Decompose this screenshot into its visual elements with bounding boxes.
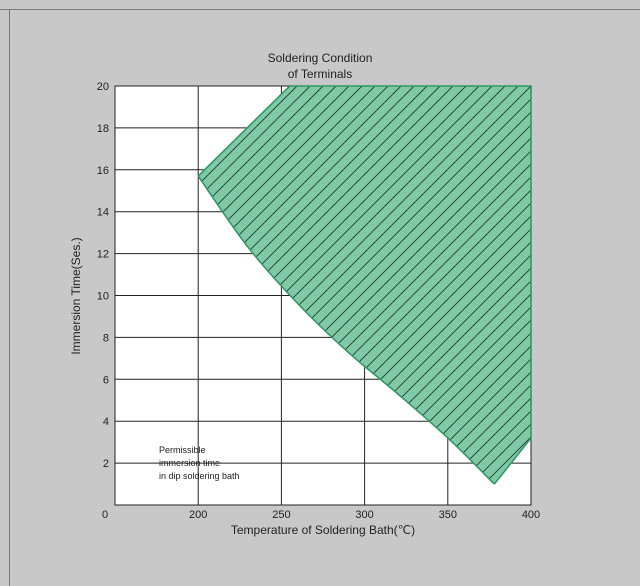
y-tick-label: 14 bbox=[97, 207, 109, 219]
hatch-line bbox=[198, 86, 337, 485]
y-tick-label: 18 bbox=[97, 123, 109, 135]
window-top-border bbox=[0, 0, 640, 10]
hatch-line bbox=[567, 86, 640, 505]
region-fill bbox=[198, 86, 531, 485]
chart-title-line-2: of Terminals bbox=[288, 67, 352, 81]
hatch-line bbox=[449, 86, 531, 485]
hatch-line bbox=[198, 86, 311, 485]
y-tick-label: 8 bbox=[103, 332, 109, 344]
hatch-line bbox=[198, 86, 389, 485]
hatch-line bbox=[198, 86, 350, 485]
hatch-line bbox=[541, 86, 640, 505]
x-tick-label: 200 bbox=[189, 509, 207, 521]
hatch-line bbox=[554, 86, 640, 505]
hatch-line bbox=[514, 86, 531, 485]
boundary-edge bbox=[197, 85, 532, 485]
y-tick-label: 10 bbox=[97, 291, 109, 303]
annotation-line-1: Permissible bbox=[159, 445, 206, 455]
x-axis-label: Temperature of Soldering Bath(℃) bbox=[231, 523, 415, 537]
hatch-line bbox=[198, 86, 531, 485]
hatch-line bbox=[198, 86, 363, 485]
boundary-curve bbox=[197, 175, 495, 485]
y-tick-label: 16 bbox=[97, 165, 109, 177]
x-tick-label: 350 bbox=[439, 509, 457, 521]
hatch-line bbox=[198, 86, 506, 485]
y-tick-label: 20 bbox=[97, 81, 109, 93]
y-tick-label: 6 bbox=[103, 374, 109, 386]
hatch-line bbox=[198, 86, 519, 485]
annotation-line-3: in dip soldering bath bbox=[159, 471, 240, 481]
y-tick-label: 4 bbox=[103, 416, 109, 428]
hatch-line bbox=[198, 86, 376, 485]
x-tick-label: 400 bbox=[522, 509, 540, 521]
window-left-border bbox=[9, 9, 10, 586]
chart-title-line-1: Soldering Condition bbox=[268, 51, 373, 65]
hatch-line bbox=[423, 86, 531, 485]
y-tick-label: 12 bbox=[97, 249, 109, 261]
annotation-line-2: immersion time bbox=[159, 458, 220, 468]
x-tick-label: 250 bbox=[272, 509, 290, 521]
hatch-line bbox=[384, 86, 531, 485]
hatch-line bbox=[397, 86, 531, 485]
hatch-line bbox=[198, 86, 324, 485]
hatch-line bbox=[436, 86, 531, 485]
hatch-line bbox=[527, 86, 531, 485]
hatch-line bbox=[198, 86, 298, 485]
hatch-line bbox=[198, 86, 402, 485]
axis-ticks: 0 200 250 300 350 400 2 4 6 8 10 12 14 16 18 20 bbox=[97, 81, 540, 521]
y-tick-label: 2 bbox=[103, 458, 109, 470]
y-axis-label: Immersion Time(Ses.) bbox=[69, 237, 83, 354]
hatch-line bbox=[198, 86, 531, 485]
x-tick-label: 0 bbox=[102, 509, 108, 521]
x-tick-label: 300 bbox=[355, 509, 373, 521]
hatch-line bbox=[410, 86, 531, 485]
